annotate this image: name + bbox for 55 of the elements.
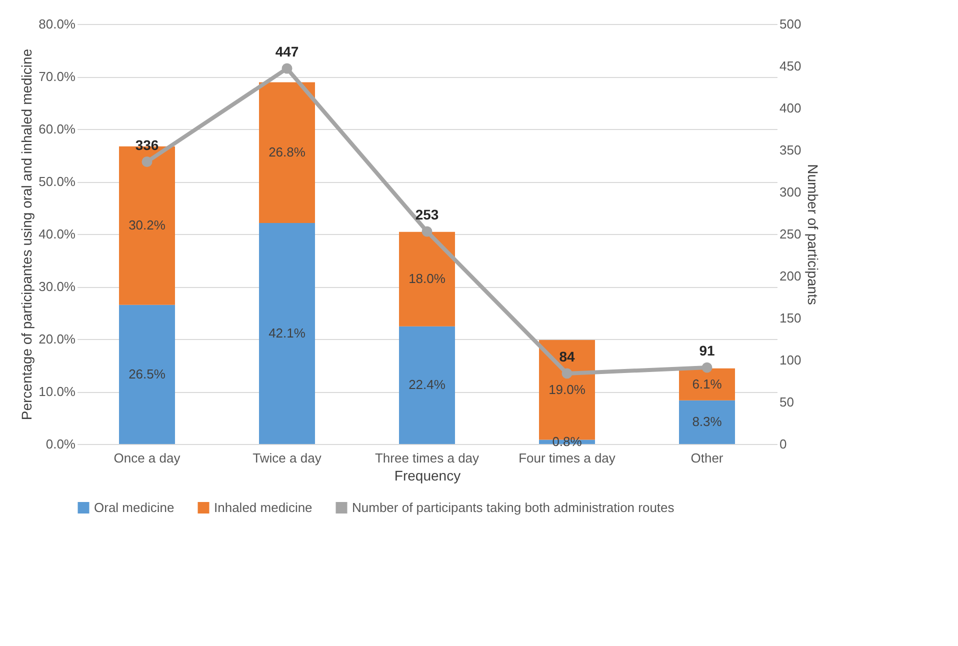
bar [679,400,735,444]
data-label: 91 [699,342,715,359]
y2-tick-label: 250 [780,226,802,242]
y2-tick-label: 0 [780,436,787,452]
y-tick-label: 70.0% [38,69,76,84]
y2-axis-title: Number of participants [805,164,822,305]
bar [399,326,455,444]
x-tick-label: Other [690,450,724,466]
data-label: 8.3% [692,414,722,430]
y2-tick-label: 400 [780,100,802,116]
y2-tick-label: 300 [780,184,802,200]
point [702,362,712,373]
point [142,156,152,167]
x-tick-label: Three times a day [374,450,480,466]
y-tick-label: 60.0% [38,122,76,136]
point [562,368,572,379]
y-axis-title: Percentage of participantes using oral and inhaled medicine [18,48,35,420]
data-label: 42.1% [268,325,306,340]
y2-tick-label: 100 [780,352,802,368]
y2-tick-label: 200 [780,268,802,284]
data-label: 26.8% [268,144,306,160]
x-axis-title: Frequency [394,468,461,484]
y2-tick-label: 450 [780,58,802,74]
data-label: 84 [559,348,575,364]
y2-tick-label: 150 [780,310,802,326]
legend-label: Number of participants taking both administration routes [352,500,675,515]
bar [119,304,175,444]
data-label: 19.0% [548,382,586,397]
bar [259,82,315,223]
legend-label: Oral medicine [94,500,174,515]
y2-tick-label: 500 [780,16,802,32]
bar [259,222,315,444]
x-tick-label: Once a day [114,450,181,466]
point [422,226,432,237]
y-tick-label: 40.0% [38,226,76,242]
data-label: 253 [415,206,439,222]
y-tick-label: 50.0% [38,174,76,189]
y2-tick-label: 350 [780,142,802,158]
y-tick-label: 20.0% [38,332,76,346]
point [282,63,292,74]
bar [399,232,455,326]
data-label: 6.1% [692,376,722,392]
data-label: 30.2% [128,218,166,233]
y2-tick-label: 50 [780,394,794,410]
data-label: 22.4% [408,377,446,392]
data-label: 18.0% [408,271,446,286]
legend-label: Inhaled medicine [214,500,312,515]
x-tick-label: Twice a day [252,450,322,466]
data-label: 447 [275,44,299,60]
y-tick-label: 10.0% [38,384,76,399]
y-tick-label: 80.0% [38,16,76,32]
data-label: 26.5% [128,366,166,382]
x-tick-label: Four times a day [518,450,616,466]
y-tick-label: 30.0% [38,279,76,294]
y-tick-label: 0.0% [46,436,76,452]
